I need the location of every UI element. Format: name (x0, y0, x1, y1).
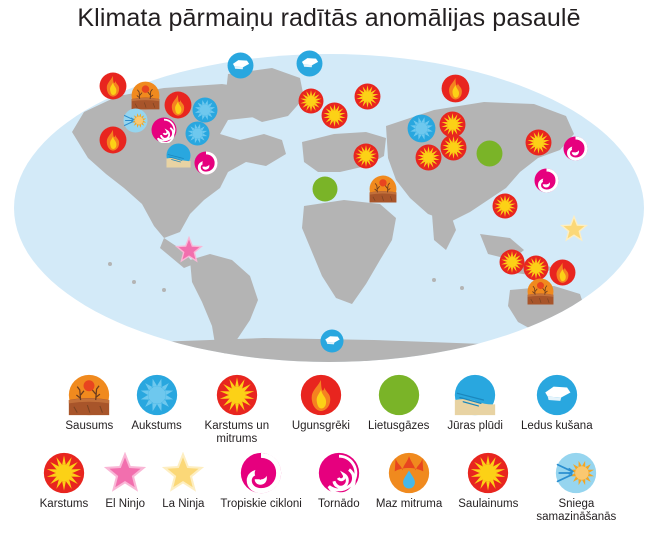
rain-icon (378, 374, 420, 416)
legend-item-label: Aukstums (131, 420, 182, 432)
la-nina-icon (162, 451, 205, 494)
legend-item-j-ras-pl-di[interactable]: Jūras plūdi (447, 374, 503, 445)
map-marker-cold[interactable] (185, 121, 210, 146)
map-marker-heat[interactable] (440, 134, 467, 161)
map-marker-drought[interactable] (369, 175, 397, 203)
legend-item-ledus-ku-ana[interactable]: Ledus kušana (521, 374, 593, 445)
map-marker-cold[interactable] (407, 114, 436, 143)
sea-flood-icon (454, 374, 496, 416)
map-marker-ice-melt[interactable] (320, 329, 344, 353)
legend-row-2: Karstums El Ninjo La Ninja Tropiskie ciklon… (0, 451, 658, 523)
drought-icon (68, 374, 110, 416)
legend-row-1: Sausums Aukstums Karstums un mitrums Ugunsg… (0, 374, 658, 445)
low-humidity-icon (388, 452, 430, 494)
continents-svg (44, 68, 616, 362)
map-marker-ice-melt[interactable] (227, 52, 254, 79)
heat-icon (43, 452, 85, 494)
map-marker-el-nino[interactable] (175, 236, 203, 264)
map-marker-fire[interactable] (441, 74, 470, 103)
map-marker-heat[interactable] (499, 249, 525, 275)
legend-item-label: El Ninjo (105, 498, 146, 510)
legend-item-label: Tropiskie cikloni (220, 498, 302, 510)
snow-decrease-icon (555, 452, 597, 494)
map-marker-heat[interactable] (321, 102, 348, 129)
legend-item-la-ninja[interactable]: La Ninja (162, 451, 205, 523)
legend-item-label: Jūras plūdi (447, 420, 503, 432)
page-title: Klimata pārmaiņu radītās anomālijas pasa… (77, 4, 581, 32)
map-marker-fire[interactable] (164, 91, 192, 119)
map-marker-tornado[interactable] (151, 117, 177, 143)
legend-item-karstums-un-mitrums[interactable]: Karstums un mitrums (200, 374, 274, 445)
legend-item-tropiskie-cikloni[interactable]: Tropiskie cikloni (220, 452, 302, 523)
map-marker-la-nina[interactable] (560, 215, 588, 243)
map-marker-tropical-cyclone[interactable] (563, 136, 588, 161)
legend-item-label: Sniega samazināšanās (536, 498, 617, 523)
map-marker-snow-decrease[interactable] (123, 108, 148, 133)
map-marker-tropical-cyclone[interactable] (534, 168, 559, 193)
map-marker-heat[interactable] (353, 143, 379, 169)
legend-item-ugunsgr-ki[interactable]: Ugunsgrēki (292, 374, 350, 445)
map-marker-fire[interactable] (99, 72, 127, 100)
sunshine-icon (467, 452, 509, 494)
legend-item-label: Saulainums (458, 498, 519, 510)
tornado-icon (318, 452, 360, 496)
map-marker-drought[interactable] (527, 278, 554, 305)
map-marker-sea-flood[interactable] (166, 143, 191, 168)
legend-item-label: Sausums (65, 420, 114, 432)
tropical-cyclone-icon (240, 452, 282, 494)
legend-item-label: Ledus kušana (520, 420, 593, 432)
map-marker-heat[interactable] (492, 193, 518, 219)
map-marker-heat[interactable] (523, 255, 549, 281)
legend-item-label: Karstums un mitrums (204, 420, 270, 445)
legend-item-sniega-samazin-an-s[interactable]: Sniega samazināšanās (534, 452, 618, 523)
legend-item-karstums[interactable]: Karstums (39, 452, 89, 523)
map-marker-rain[interactable] (476, 140, 503, 167)
fire-icon (300, 374, 342, 416)
map-marker-heat[interactable] (439, 111, 466, 138)
map-marker-drought[interactable] (131, 81, 160, 110)
legend-item-label: Tornādo (318, 498, 360, 510)
legend-item-sausums[interactable]: Sausums (65, 374, 113, 445)
landmass-layer (14, 54, 644, 362)
map-marker-heat[interactable] (415, 144, 442, 171)
heat-humidity-icon (216, 374, 258, 416)
legend-item-el-ninjo[interactable]: El Ninjo (104, 451, 147, 523)
cold-icon (136, 374, 178, 416)
world-map (0, 48, 658, 368)
map-marker-rain[interactable] (312, 176, 338, 202)
map-marker-ice-melt[interactable] (296, 50, 323, 77)
map-marker-tropical-cyclone[interactable] (194, 151, 218, 175)
map-marker-heat[interactable] (525, 129, 552, 156)
el-nino-icon (104, 451, 147, 494)
map-marker-cold[interactable] (192, 97, 218, 123)
map-marker-sunshine[interactable] (298, 88, 324, 114)
legend-item-label: Maz mitruma (375, 498, 443, 510)
legend-item-lietusg-zes[interactable]: Lietusgāzes (368, 374, 429, 445)
legend-item-label: Karstums (39, 498, 89, 510)
map-marker-fire[interactable] (99, 126, 127, 154)
map-marker-fire[interactable] (549, 259, 576, 286)
legend-item-label: Ugunsgrēki (291, 420, 350, 432)
legend-item-torn-do[interactable]: Tornādo (318, 452, 360, 523)
legend-item-maz-mitruma[interactable]: Maz mitruma (376, 452, 442, 523)
ice-melt-icon (536, 374, 578, 416)
legend-item-aukstums[interactable]: Aukstums (131, 374, 182, 445)
legend-item-saulainums[interactable]: Saulainums (458, 452, 518, 523)
map-marker-heat[interactable] (354, 83, 381, 110)
legend-item-label: Lietusgāzes (367, 420, 430, 432)
legend-item-label: La Ninja (162, 498, 205, 510)
